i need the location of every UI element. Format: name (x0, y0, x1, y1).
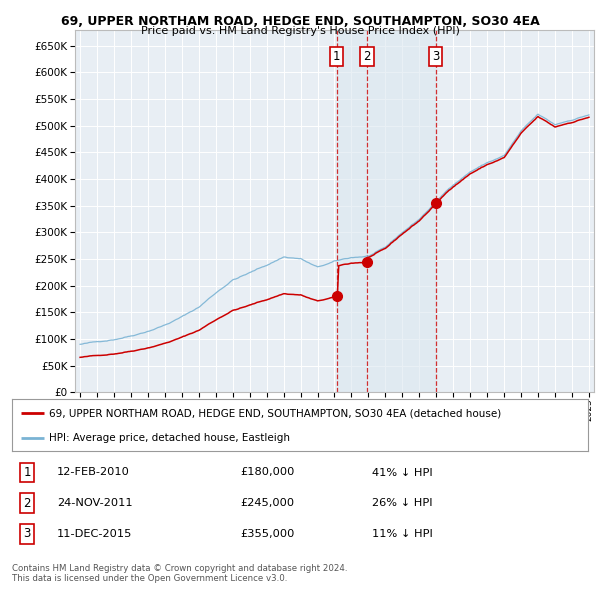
Text: 24-NOV-2011: 24-NOV-2011 (57, 498, 133, 508)
Text: HPI: Average price, detached house, Eastleigh: HPI: Average price, detached house, East… (49, 434, 290, 443)
Text: 1: 1 (23, 466, 31, 479)
Text: 3: 3 (432, 50, 439, 63)
Text: 11% ↓ HPI: 11% ↓ HPI (372, 529, 433, 539)
Text: 12-FEB-2010: 12-FEB-2010 (57, 467, 130, 477)
Text: £355,000: £355,000 (240, 529, 295, 539)
Text: Contains HM Land Registry data © Crown copyright and database right 2024.
This d: Contains HM Land Registry data © Crown c… (12, 563, 347, 583)
Text: 3: 3 (23, 527, 31, 540)
Text: £180,000: £180,000 (240, 467, 295, 477)
Text: £245,000: £245,000 (240, 498, 294, 508)
Text: 2: 2 (23, 497, 31, 510)
Text: 69, UPPER NORTHAM ROAD, HEDGE END, SOUTHAMPTON, SO30 4EA (detached house): 69, UPPER NORTHAM ROAD, HEDGE END, SOUTH… (49, 408, 502, 418)
Text: 1: 1 (333, 50, 340, 63)
Bar (337, 30, 436, 392)
Text: 26% ↓ HPI: 26% ↓ HPI (372, 498, 433, 508)
Text: 41% ↓ HPI: 41% ↓ HPI (372, 467, 433, 477)
Text: 2: 2 (364, 50, 371, 63)
Text: Price paid vs. HM Land Registry's House Price Index (HPI): Price paid vs. HM Land Registry's House … (140, 26, 460, 36)
Text: 11-DEC-2015: 11-DEC-2015 (57, 529, 133, 539)
Text: 69, UPPER NORTHAM ROAD, HEDGE END, SOUTHAMPTON, SO30 4EA: 69, UPPER NORTHAM ROAD, HEDGE END, SOUTH… (61, 15, 539, 28)
